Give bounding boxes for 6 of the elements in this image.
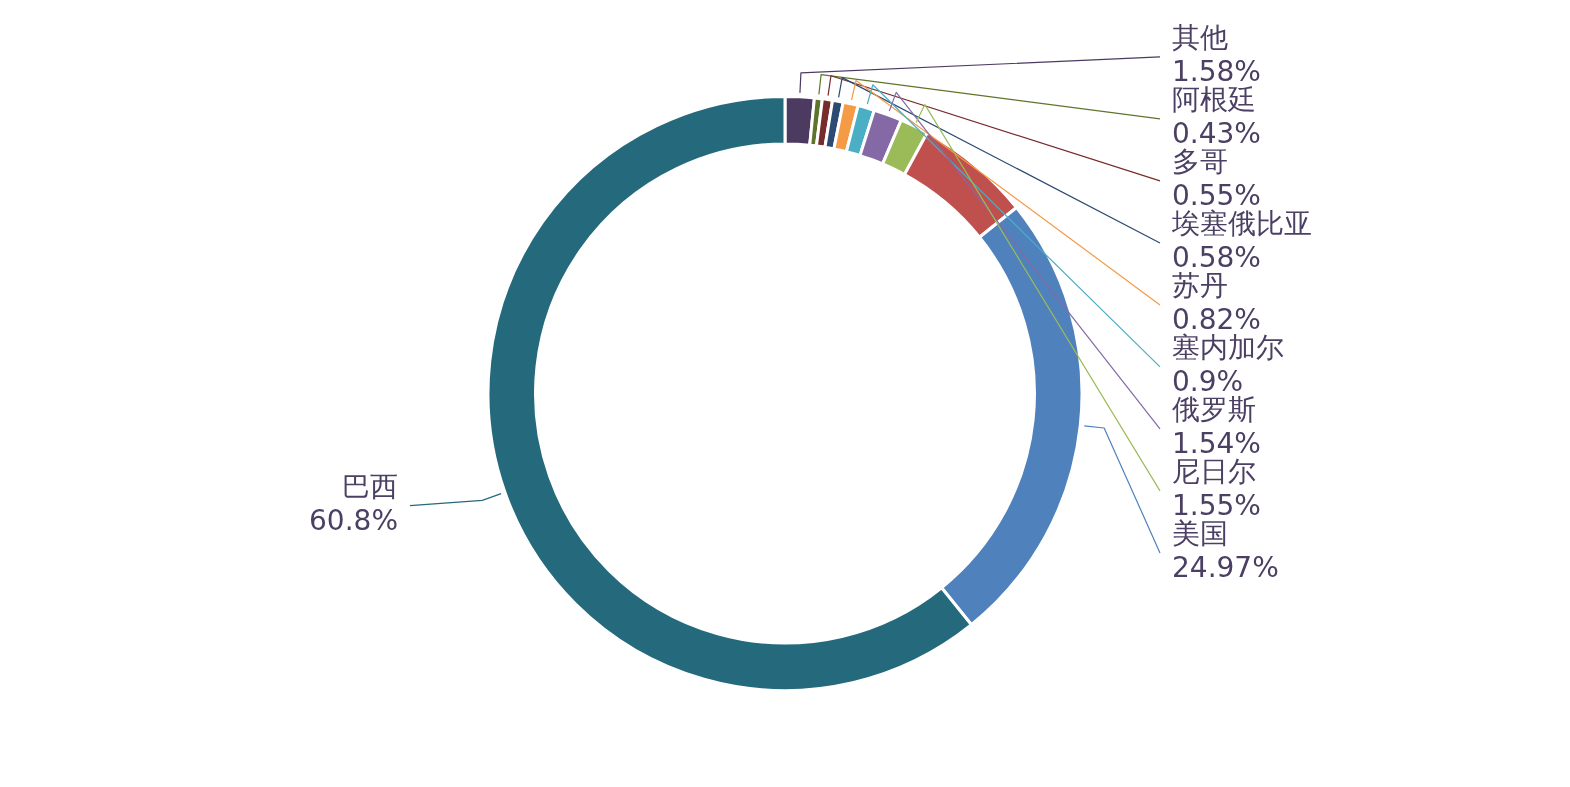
data-label: 24.97% [1172,551,1279,585]
slice-label: 其他 [1172,21,1228,55]
slice-label: 尼日尔 [1172,455,1256,489]
slice-label: 巴西 [342,469,398,503]
data-label: 60.8% [309,503,398,537]
slice-label: 多哥 [1172,145,1228,179]
